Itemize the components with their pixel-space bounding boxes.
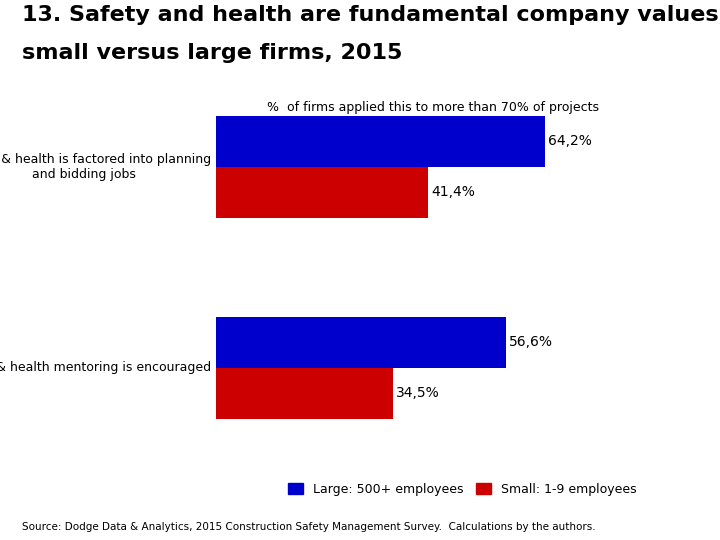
Text: 64,2%: 64,2% bbox=[548, 134, 592, 149]
Text: 56,6%: 56,6% bbox=[509, 335, 553, 349]
Bar bbox=[216, 167, 428, 218]
Text: Source: Dodge Data & Analytics, 2015 Construction Safety Management Survey.  Cal: Source: Dodge Data & Analytics, 2015 Con… bbox=[22, 522, 595, 532]
Bar bbox=[216, 317, 506, 368]
Legend: Large: 500+ employees, Small: 1-9 employees: Large: 500+ employees, Small: 1-9 employ… bbox=[288, 483, 636, 496]
Bar bbox=[216, 368, 393, 419]
Text: %  of firms applied this to more than 70% of projects: % of firms applied this to more than 70%… bbox=[267, 101, 599, 114]
Text: small versus large firms, 2015: small versus large firms, 2015 bbox=[22, 43, 402, 63]
Text: Safety & health mentoring is encouraged: Safety & health mentoring is encouraged bbox=[0, 361, 211, 374]
Text: 13. Safety and health are fundamental company values,: 13. Safety and health are fundamental co… bbox=[22, 5, 720, 25]
Text: 41,4%: 41,4% bbox=[431, 185, 474, 199]
Bar bbox=[216, 116, 545, 167]
Text: 34,5%: 34,5% bbox=[395, 386, 439, 400]
Text: Safety & health is factored into planning
and bidding jobs: Safety & health is factored into plannin… bbox=[0, 153, 211, 181]
